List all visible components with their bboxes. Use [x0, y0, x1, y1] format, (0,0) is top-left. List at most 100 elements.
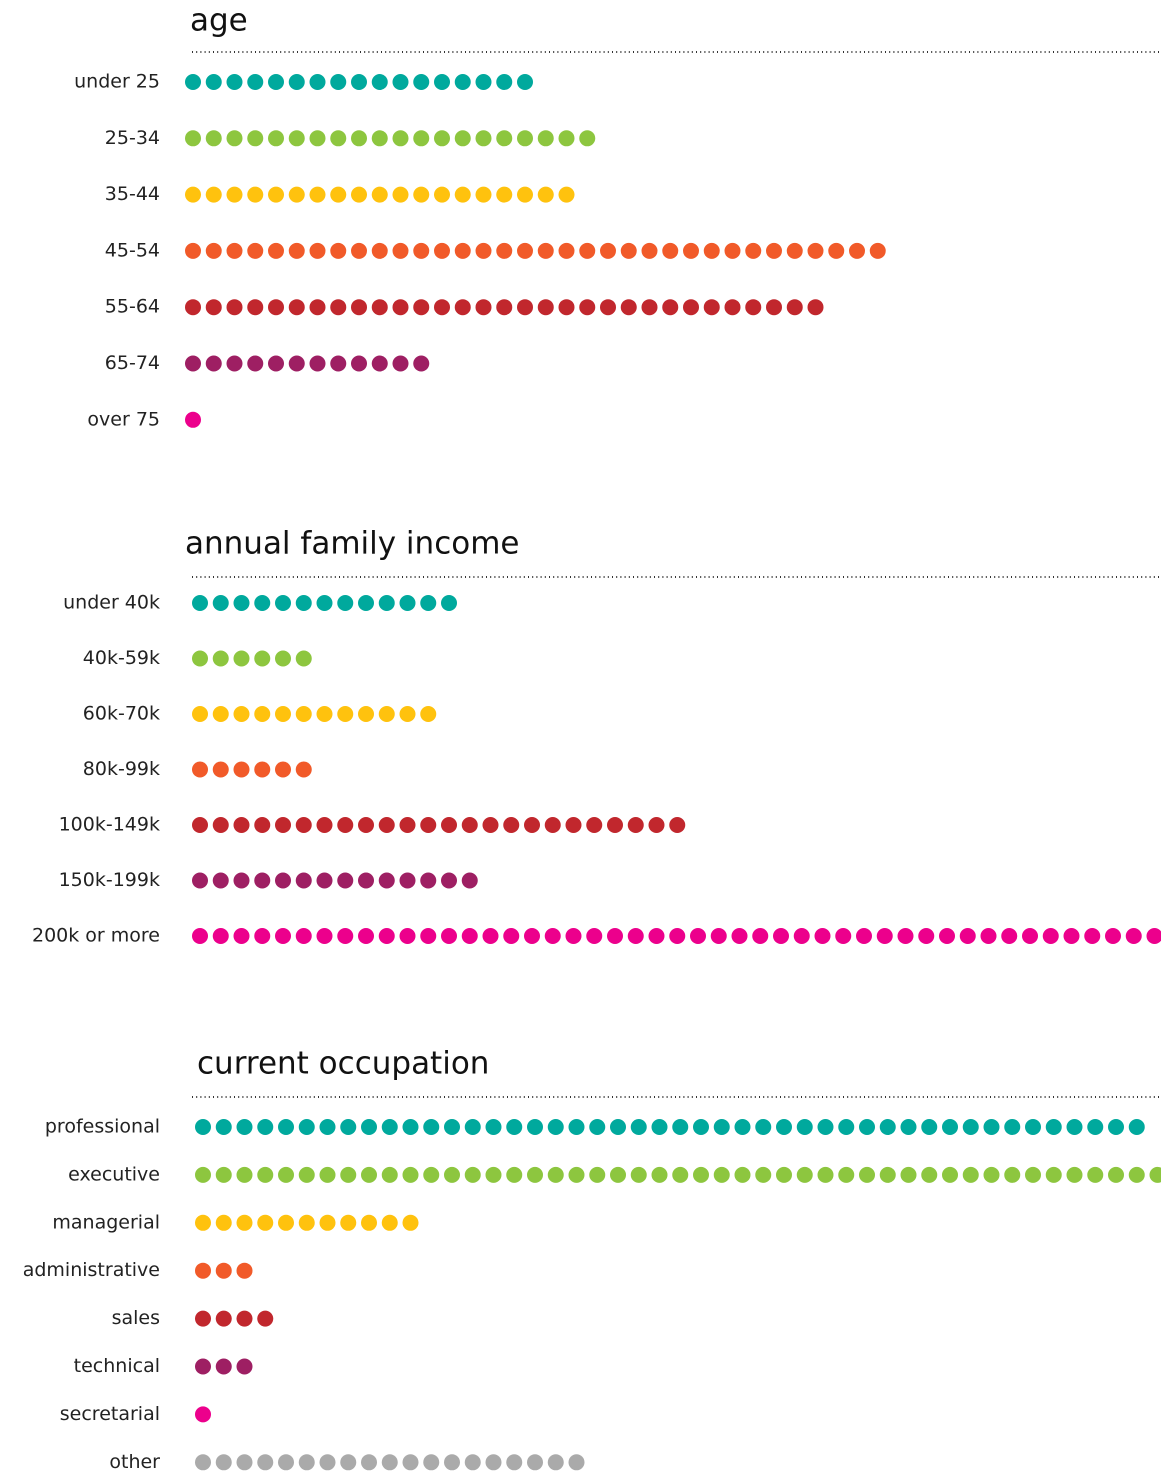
row-label: professional [45, 1116, 160, 1138]
dot [959, 928, 976, 944]
dot [236, 1358, 253, 1375]
dot [399, 817, 416, 833]
dot [423, 1166, 440, 1183]
dot [485, 1119, 502, 1135]
dot [786, 299, 803, 316]
dot [185, 299, 201, 316]
dot [420, 817, 437, 833]
dot [527, 1454, 543, 1471]
dot [399, 928, 416, 944]
dot [690, 928, 706, 944]
dot [413, 299, 430, 316]
dot [212, 817, 229, 833]
dot-row [185, 355, 430, 372]
dot [496, 130, 513, 147]
row-label: under 25 [74, 71, 160, 93]
dot [254, 595, 271, 611]
dot [185, 242, 201, 259]
row-label: secretarial [60, 1403, 160, 1425]
dot [247, 186, 264, 203]
dot [558, 186, 575, 203]
dot [817, 1166, 834, 1183]
dot [351, 355, 367, 372]
dot [236, 1119, 253, 1135]
dot [420, 595, 437, 611]
dot [195, 1119, 211, 1135]
dot [724, 299, 741, 316]
dot [475, 130, 492, 147]
dot [275, 872, 291, 889]
dot [1108, 1119, 1124, 1135]
dot [793, 928, 810, 944]
dot [506, 1166, 523, 1183]
dot [710, 928, 727, 944]
dot [755, 1119, 772, 1135]
dot [309, 130, 326, 147]
dot [1025, 1166, 1041, 1183]
dot [586, 817, 603, 833]
dot [537, 299, 554, 316]
dot [392, 355, 409, 372]
dot [962, 1166, 979, 1183]
dot [392, 130, 409, 147]
dot [558, 299, 575, 316]
dot [413, 186, 430, 203]
dot [185, 186, 201, 203]
dot [247, 74, 264, 90]
dot [506, 1119, 523, 1135]
dot [330, 299, 347, 316]
dot [361, 1454, 377, 1471]
dot [205, 299, 222, 316]
dot [316, 817, 333, 833]
dot [268, 355, 284, 372]
dot [192, 872, 208, 889]
dot-row [192, 706, 437, 722]
dot [755, 1166, 772, 1183]
dot-row [185, 242, 886, 259]
dot [358, 817, 374, 833]
dot [900, 1166, 917, 1183]
dot [1084, 928, 1101, 944]
dot [195, 1406, 211, 1423]
dot [205, 186, 222, 203]
dot [441, 595, 457, 611]
dot [358, 595, 374, 611]
dot-row [192, 872, 478, 889]
dot [215, 1358, 232, 1375]
dot [856, 928, 872, 944]
dot [1087, 1166, 1104, 1183]
dot [444, 1166, 460, 1183]
dot [544, 817, 561, 833]
dot [1001, 928, 1018, 944]
dot [1063, 928, 1080, 944]
row-label: 60k-70k [83, 703, 160, 725]
dot [361, 1119, 377, 1135]
dot [316, 706, 333, 722]
dot [371, 74, 388, 90]
row-label: 25-34 [105, 127, 160, 149]
dot [1105, 928, 1121, 944]
row-label: executive [68, 1163, 160, 1185]
dot [734, 1166, 751, 1183]
dot [316, 595, 333, 611]
dot [1149, 1166, 1161, 1183]
dot [215, 1214, 232, 1231]
dot [215, 1310, 232, 1327]
row-label: 150k-199k [59, 869, 160, 891]
dot [607, 817, 623, 833]
dot [672, 1166, 689, 1183]
dot [309, 186, 326, 203]
dot [254, 650, 271, 667]
dot [464, 1119, 481, 1135]
dot [745, 242, 762, 259]
dot [731, 928, 748, 944]
dot [475, 242, 492, 259]
row-label: 35-44 [105, 183, 160, 205]
dot [496, 242, 513, 259]
dot [192, 706, 208, 722]
dot [371, 355, 388, 372]
dot [662, 299, 679, 316]
row-label: technical [74, 1355, 160, 1377]
